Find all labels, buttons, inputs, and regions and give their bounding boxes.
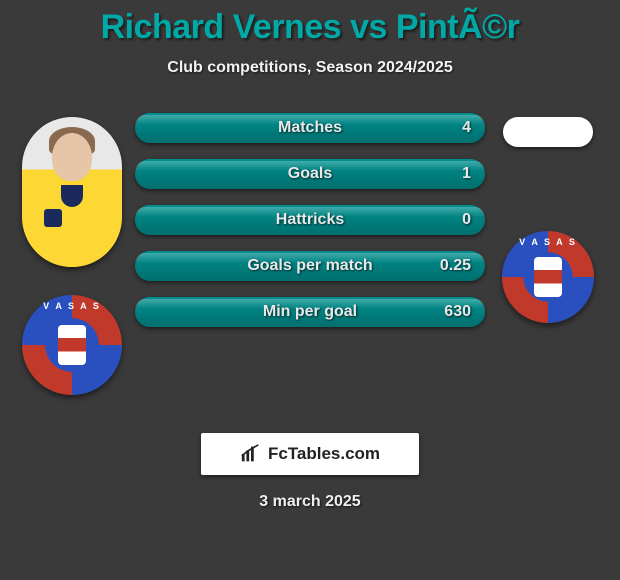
stat-label: Goals per match bbox=[247, 257, 372, 275]
stat-row-goals: Goals 1 bbox=[135, 159, 485, 189]
club-badge-right-text: V A S A S bbox=[502, 237, 594, 247]
stat-value: 4 bbox=[462, 119, 471, 137]
main-row: V A S A S Matches 4 Goals 1 Hattricks 0 … bbox=[0, 113, 620, 395]
page-container: Richard Vernes vs PintÃ©r Club competiti… bbox=[0, 0, 620, 511]
stat-row-min-per-goal: Min per goal 630 bbox=[135, 297, 485, 327]
club-badge-left-text: V A S A S bbox=[22, 301, 122, 311]
club-badge-left: V A S A S bbox=[22, 295, 122, 395]
stat-row-hattricks: Hattricks 0 bbox=[135, 205, 485, 235]
player-left-avatar bbox=[22, 117, 122, 267]
left-column: V A S A S bbox=[17, 113, 127, 395]
stat-label: Goals bbox=[288, 165, 332, 183]
stat-value: 0.25 bbox=[440, 257, 471, 275]
brand-link[interactable]: FcTables.com bbox=[201, 433, 419, 475]
club-badge-right: V A S A S bbox=[502, 231, 594, 323]
chart-icon bbox=[240, 443, 262, 465]
right-column: V A S A S bbox=[493, 113, 603, 323]
stat-row-goals-per-match: Goals per match 0.25 bbox=[135, 251, 485, 281]
date-text: 3 march 2025 bbox=[0, 493, 620, 511]
page-title: Richard Vernes vs PintÃ©r bbox=[0, 8, 620, 47]
stats-column: Matches 4 Goals 1 Hattricks 0 Goals per … bbox=[135, 113, 485, 327]
stat-value: 0 bbox=[462, 211, 471, 229]
stat-label: Hattricks bbox=[276, 211, 344, 229]
stat-row-matches: Matches 4 bbox=[135, 113, 485, 143]
page-subtitle: Club competitions, Season 2024/2025 bbox=[0, 59, 620, 77]
player-right-placeholder bbox=[503, 117, 593, 147]
stat-value: 630 bbox=[444, 303, 471, 321]
stat-label: Min per goal bbox=[263, 303, 357, 321]
stat-value: 1 bbox=[462, 165, 471, 183]
brand-text: FcTables.com bbox=[268, 444, 380, 464]
stat-label: Matches bbox=[278, 119, 342, 137]
